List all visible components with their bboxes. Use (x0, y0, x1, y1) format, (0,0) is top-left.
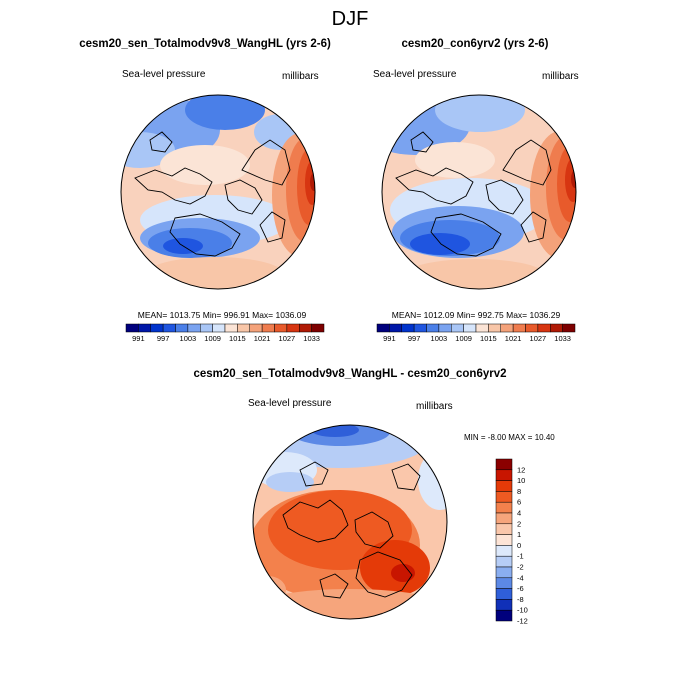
panel1-stats: MEAN= 1013.75 Min= 996.91 Max= 1036.09 (138, 310, 307, 320)
panel1-colorbar-swatch (237, 323, 250, 333)
panel1-map (120, 94, 316, 290)
panel1-colorbar-swatch (175, 323, 189, 333)
panel2-colorbar-swatch (413, 323, 427, 333)
panel1-colorbar-tick-label: 1015 (229, 334, 246, 343)
panel2-colorbar-swatch (401, 323, 415, 333)
panel1-colorbar-swatch (200, 323, 213, 333)
panel2-colorbar-tick-label: 1009 (455, 334, 472, 343)
panel1-colorbar-swatch (187, 323, 201, 333)
difference-colorbar-swatch (495, 534, 513, 546)
difference-colorbar-tick-label: 8 (517, 487, 521, 496)
difference-colorbar-swatch (495, 501, 513, 514)
difference-units-label: millibars (416, 401, 453, 412)
figure-title: DJF (331, 8, 369, 30)
panel1-colorbar-swatch (286, 323, 300, 333)
difference-colorbar-swatch (495, 566, 513, 579)
panel1-colorbar-swatch (311, 323, 325, 333)
panel1-colorbar-tick-label: 1003 (180, 334, 197, 343)
panel1-title: cesm20_sen_Totalmodv9v8_WangHL (yrs 2-6) (79, 38, 331, 50)
difference-colorbar-tick-label: 10 (517, 476, 525, 485)
difference-colorbar-tick-label: 4 (517, 509, 521, 518)
panel1-variable-label: Sea-level pressure (122, 69, 206, 80)
panel1-colorbar-swatch (274, 323, 288, 333)
difference-colorbar-swatch (495, 523, 513, 535)
panel1-colorbar-tick-label: 1033 (303, 334, 320, 343)
panel1-colorbar-tick-label: 997 (157, 334, 170, 343)
panel1-colorbar-swatch (212, 323, 226, 333)
panel1-colorbar-swatch (299, 323, 312, 333)
difference-colorbar-swatch (495, 609, 513, 622)
panel2-colorbar-swatch (463, 323, 477, 333)
panel2-colorbar-swatch (389, 323, 402, 333)
panel1-units-label: millibars (282, 71, 319, 82)
difference-colorbar-swatch (495, 545, 513, 557)
difference-colorbar-swatch (495, 577, 513, 589)
panel2-colorbar: 991 997 1003 1009 1015 1021 1027 1033 (376, 323, 576, 343)
difference-colorbar-swatch (495, 555, 513, 568)
panel2-map (381, 94, 577, 290)
panel2-colorbar-tick-label: 1033 (554, 334, 571, 343)
panel1-colorbar-swatch (162, 323, 176, 333)
panel2-units-label: millibars (542, 71, 579, 82)
panel1-colorbar-tick-label: 1027 (279, 334, 296, 343)
difference-map (252, 424, 448, 620)
panel2-colorbar-swatch (512, 323, 526, 333)
difference-colorbar-tick-label: -2 (517, 563, 524, 572)
difference-colorbar-swatch (495, 588, 513, 600)
difference-colorbar-swatch (495, 512, 513, 525)
difference-colorbar-tick-label: -10 (517, 606, 528, 615)
difference-colorbar-swatch (495, 491, 513, 503)
panel2-colorbar-swatch (525, 323, 539, 333)
panel1-colorbar-swatch (224, 323, 238, 333)
difference-colorbar-tick-label: -12 (517, 617, 528, 626)
panel1-colorbar-swatch (138, 323, 151, 333)
difference-minmax: MIN = -8.00 MAX = 10.40 (464, 433, 555, 442)
panel1-colorbar-swatch (249, 323, 263, 333)
difference-colorbar-swatch (495, 599, 513, 611)
panel2-colorbar-swatch (562, 323, 576, 333)
difference-colorbar-tick-label: 2 (517, 519, 521, 528)
panel1-colorbar-swatch (125, 323, 139, 333)
difference-colorbar-tick-label: 6 (517, 498, 521, 507)
panel2-colorbar-swatch (426, 323, 440, 333)
panel2-colorbar-tick-label: 991 (383, 334, 396, 343)
panel1-colorbar-swatch (150, 323, 164, 333)
panel2-colorbar-swatch (451, 323, 464, 333)
difference-colorbar-swatch (495, 469, 513, 481)
difference-colorbar-tick-label: -6 (517, 584, 524, 593)
panel2-variable-label: Sea-level pressure (373, 69, 457, 80)
panel2-colorbar-swatch (438, 323, 452, 333)
difference-colorbar-swatch (495, 480, 513, 492)
panel1-colorbar-tick-label: 991 (132, 334, 145, 343)
panel2-colorbar-tick-label: 997 (408, 334, 421, 343)
difference-variable-label: Sea-level pressure (248, 398, 332, 409)
panel2-title: cesm20_con6yrv2 (yrs 2-6) (401, 38, 549, 50)
difference-colorbar-tick-label: 12 (517, 465, 525, 474)
panel2-colorbar-swatch (376, 323, 390, 333)
panel1-colorbar-tick-label: 1021 (254, 334, 271, 343)
difference-colorbar-swatch (495, 458, 513, 471)
panel2-colorbar-tick-label: 1021 (505, 334, 522, 343)
panel2-colorbar-tick-label: 1015 (480, 334, 497, 343)
difference-title: cesm20_sen_Totalmodv9v8_WangHL - cesm20_… (193, 368, 507, 380)
panel2-colorbar-swatch (500, 323, 514, 333)
difference-colorbar-tick-label: -4 (517, 573, 524, 582)
panel2-colorbar-swatch (475, 323, 489, 333)
panel1-colorbar-swatch (261, 323, 275, 333)
panel2-colorbar-tick-label: 1003 (431, 334, 448, 343)
panel2-stats: MEAN= 1012.09 Min= 992.75 Max= 1036.29 (392, 310, 561, 320)
panel2-colorbar-swatch (488, 323, 501, 333)
panel1-colorbar: 991 997 1003 1009 1015 1021 1027 1033 (125, 323, 325, 343)
difference-colorbar-tick-label: 0 (517, 541, 521, 550)
difference-colorbar-tick-label: -1 (517, 552, 524, 561)
panel2-colorbar-swatch (537, 323, 551, 333)
panel2-colorbar-swatch (550, 323, 563, 333)
difference-colorbar-tick-label: -8 (517, 595, 524, 604)
panel2-colorbar-tick-label: 1027 (530, 334, 547, 343)
difference-colorbar-tick-label: 1 (517, 530, 521, 539)
panel1-colorbar-tick-label: 1009 (204, 334, 221, 343)
